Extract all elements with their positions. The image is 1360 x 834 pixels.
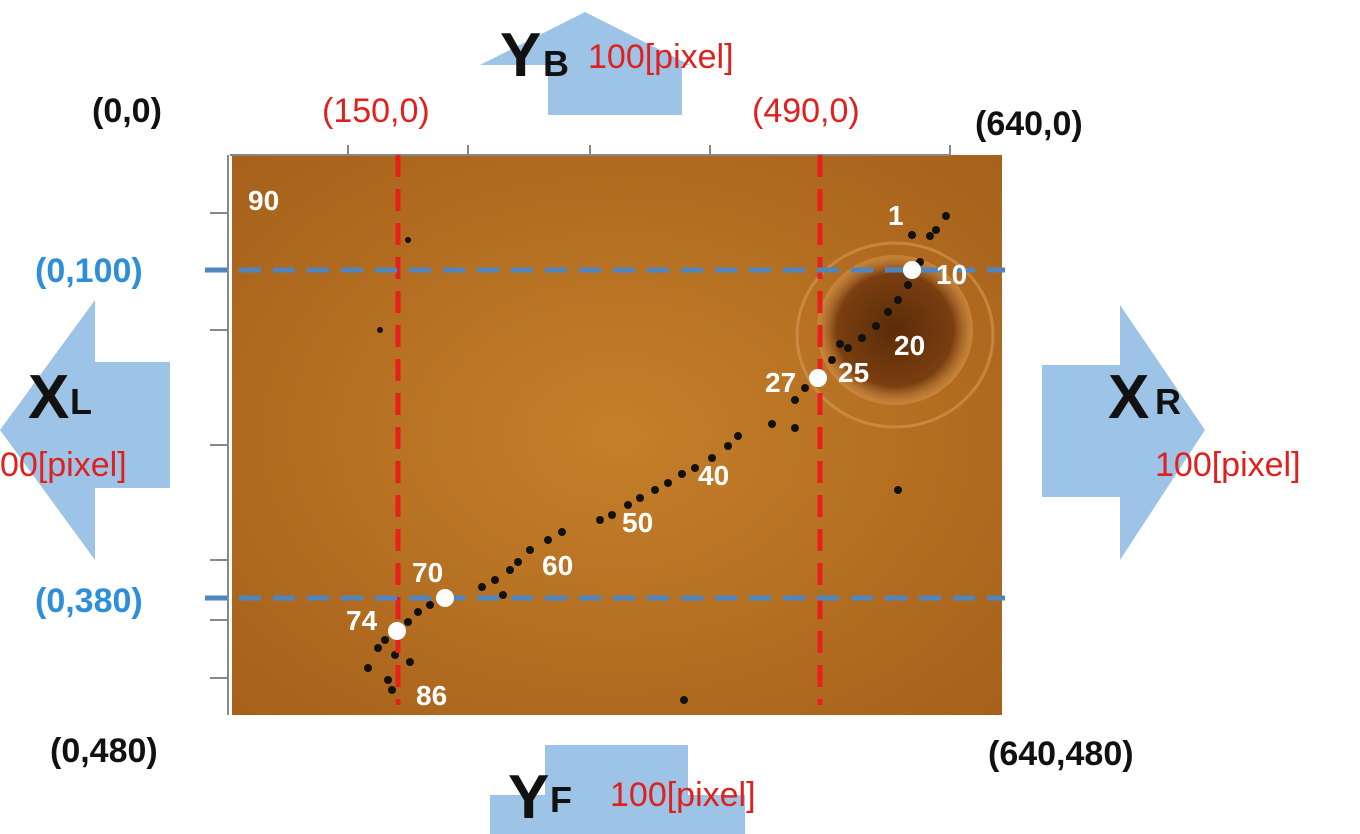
key-points [388, 261, 921, 640]
arrow-left [0, 300, 170, 560]
point-label: 40 [698, 460, 729, 491]
point-label: 20 [894, 330, 925, 361]
point-label: 25 [838, 357, 869, 388]
guide-label: (0,380) [35, 582, 143, 620]
point-label: 60 [542, 550, 573, 581]
arrow-label: 100[pixel] [610, 776, 756, 814]
arrow-front [490, 745, 745, 834]
guide-label: (490,0) [752, 92, 860, 130]
point-label: 1 [888, 200, 904, 231]
corner-label: (0,480) [50, 732, 158, 770]
arrow-subscript: R [1155, 381, 1181, 422]
arrow-label: 100[pixel] [1155, 446, 1301, 484]
point-label: 74 [346, 605, 378, 636]
point-label: 90 [248, 185, 279, 216]
point-label: 86 [416, 680, 447, 711]
rulers [210, 145, 951, 715]
arrow-back [480, 12, 690, 115]
guide-label: (150,0) [322, 92, 430, 130]
arrow-label: 100[pixel] [588, 38, 734, 76]
arrow-letter: Y [500, 21, 541, 90]
guide-label: (0,100) [35, 252, 143, 290]
arrow-letter: X [1108, 363, 1149, 432]
guide-lines [205, 155, 1005, 705]
corner-label: (640,480) [988, 735, 1134, 773]
corner-label: (0,0) [92, 92, 162, 130]
arrow-right [1042, 305, 1205, 560]
arrow-label: 00[pixel] [0, 446, 127, 484]
arrow-subscript: F [550, 779, 572, 820]
point-label: 10 [936, 259, 967, 290]
corner-label: (640,0) [975, 105, 1083, 143]
arrow-letter: Y [508, 763, 549, 832]
arrow-letter: X [28, 363, 69, 432]
point-label: 50 [622, 507, 653, 538]
pit-ring [795, 241, 995, 429]
pit [817, 255, 973, 405]
arrows [0, 12, 1205, 834]
photo [232, 155, 1002, 715]
point-label: 70 [412, 557, 443, 588]
arrow-subscript: L [70, 381, 92, 422]
arrow-subscript: B [543, 43, 569, 84]
trajectory [364, 212, 950, 704]
point-label: 27 [765, 367, 796, 398]
